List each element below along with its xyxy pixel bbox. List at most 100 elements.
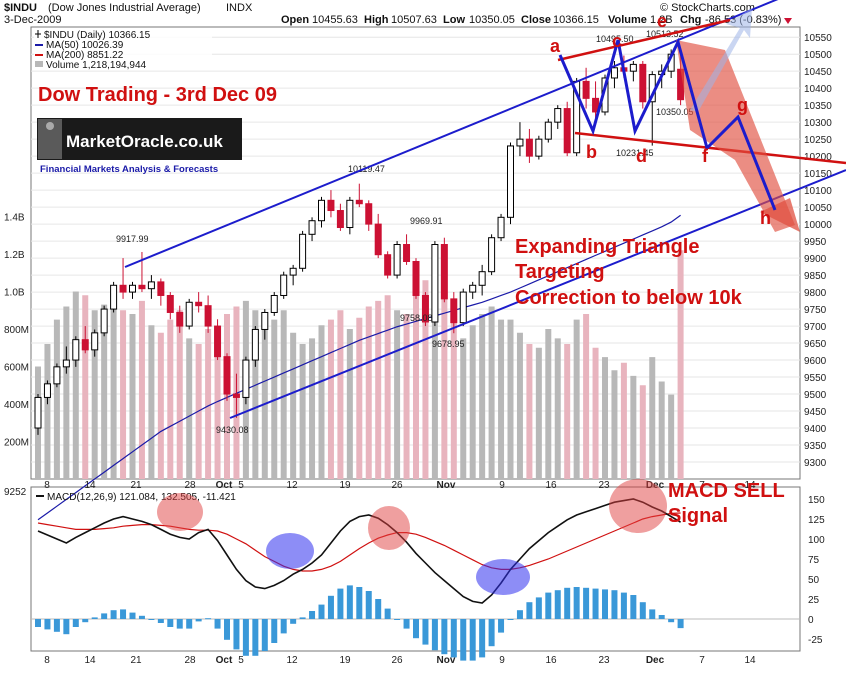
macd-histogram-bar: [224, 619, 230, 640]
macd-date-tick-label: 14: [84, 655, 96, 666]
candle: [62, 346, 70, 374]
volume-bar: [186, 338, 193, 479]
candle: [431, 241, 439, 327]
volume-bars: [35, 250, 684, 479]
candle-body: [393, 244, 401, 276]
macd-histogram-bar: [677, 619, 684, 629]
candle-body: [129, 284, 136, 293]
candle-body: [639, 63, 647, 103]
volume-label: Volume: [608, 14, 647, 26]
candle: [450, 292, 458, 334]
candle: [280, 271, 288, 299]
candle: [34, 394, 42, 435]
candle-body: [346, 199, 354, 229]
macd-histogram-bar: [450, 619, 457, 658]
price-legend: $INDU (Daily) 10366.15 MA(50) 10026.39 M…: [34, 30, 212, 71]
high-label: High: [364, 14, 389, 26]
macd-date-tick-label: 28: [184, 655, 196, 666]
candle: [185, 298, 193, 330]
volume-bar: [63, 306, 70, 479]
volume-bar: [299, 344, 306, 479]
candle-body: [403, 244, 411, 262]
symbol-name: (Dow Jones Industrial Average): [48, 2, 201, 14]
macd-histogram-bar: [261, 619, 268, 651]
macd-histogram-bar: [545, 592, 552, 619]
macd-histogram-bar: [592, 588, 599, 619]
macd-histogram-bar: [205, 618, 212, 620]
low-label: Low: [443, 14, 465, 26]
candle-body: [318, 199, 325, 222]
volume-bar: [346, 329, 353, 479]
price-tick-label: 10450: [804, 67, 832, 78]
candle-body: [459, 291, 467, 324]
price-axis-labels: 9300 9350 9400 9450 9500 9550 9600 9650 9700 9750…: [804, 33, 832, 469]
date-tick-label: 9: [499, 480, 505, 491]
overlay-title: Dow Trading - 3rd Dec 09: [38, 84, 277, 106]
macd-sell-circle-1: [157, 493, 203, 531]
volume-bar: [318, 325, 325, 479]
macd-histogram-bar: [441, 619, 448, 655]
volume-bar: [365, 306, 372, 479]
triangle-text-1: Expanding Triangle: [515, 236, 699, 258]
ohlc-readout: Open 10455.63 High 10507.63 Low 10350.05…: [281, 14, 792, 26]
candle: [251, 326, 259, 367]
volume-bar: [403, 314, 410, 479]
candle-body: [204, 305, 212, 327]
candle: [119, 258, 127, 299]
candle-body: [242, 359, 250, 398]
date-tick-label: 28: [184, 480, 196, 491]
macd-histogram-bar: [280, 619, 287, 634]
candle-body: [62, 359, 70, 368]
price-tick-label: 9700: [804, 322, 827, 333]
candle-body: [214, 325, 222, 358]
price-tick-label: 9550: [804, 373, 827, 384]
volume-bar: [176, 310, 183, 479]
watermark: © StockCharts.com: [660, 2, 755, 14]
volume-bar: [668, 394, 675, 479]
candle-body: [374, 223, 382, 256]
brand-tagline: Financial Markets Analysis & Forecasts: [40, 164, 218, 175]
date-tick-label: 23: [598, 480, 610, 491]
macd-date-tick-label: 19: [339, 655, 351, 666]
volume-tick-label: 600M: [4, 363, 29, 374]
candle: [393, 241, 401, 279]
date-tick-label: 21: [130, 480, 142, 491]
macd-histogram-bar: [309, 611, 316, 619]
candle-body: [289, 267, 297, 276]
candle: [242, 356, 250, 405]
candle-body: [507, 145, 514, 218]
candle: [195, 292, 203, 313]
date-tick-label: 5: [238, 480, 244, 491]
price-tick-label: 9300: [804, 458, 827, 469]
triangle-lower-line: [574, 131, 846, 165]
annotation-9758: 9758.08: [400, 313, 433, 323]
candle-body: [421, 294, 429, 323]
candle: [147, 275, 155, 299]
macd-line: [37, 498, 682, 604]
volume-bar: [280, 310, 287, 479]
macd-date-tick-label: 12: [286, 655, 298, 666]
macd-histogram-bar: [299, 617, 306, 619]
volume-bar: [327, 319, 334, 479]
price-tick-label: 10000: [804, 220, 832, 231]
macd-histogram-bar: [583, 587, 590, 619]
volume-bar: [592, 347, 599, 479]
candle: [72, 336, 80, 367]
candle: [582, 67, 590, 109]
candle-body: [365, 203, 373, 225]
macd-histogram-bar: [72, 619, 79, 627]
macd-date-tick-label: 23: [598, 655, 610, 666]
macd-histogram-bar: [554, 590, 561, 619]
macd-histogram-bar: [403, 619, 410, 629]
volume-bar: [53, 319, 60, 479]
macd-histogram-bar: [129, 612, 136, 619]
macd-date-tick-label: 16: [545, 655, 557, 666]
volume-tick-label: 1.4B: [4, 213, 25, 224]
wave-label-b: b: [586, 142, 597, 162]
macd-plot: [31, 498, 800, 661]
macd-tick-label: 75: [808, 555, 820, 566]
date-tick-label: 8: [44, 480, 50, 491]
chg-label: Chg: [680, 14, 701, 26]
macd-histogram-bar: [479, 619, 486, 658]
macd-panel-frame: [30, 486, 801, 652]
